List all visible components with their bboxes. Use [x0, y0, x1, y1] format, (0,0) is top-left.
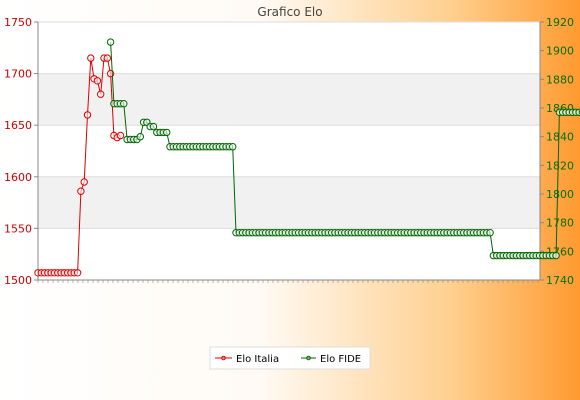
data-point — [136, 133, 145, 141]
right-tick-label: 1880 — [546, 73, 574, 86]
right-tick-label: 1840 — [546, 131, 574, 144]
left-tick-label: 1700 — [4, 68, 32, 81]
left-tick-label: 1750 — [4, 16, 32, 29]
data-point — [149, 122, 158, 131]
data-point — [229, 143, 237, 151]
data-point — [575, 108, 580, 116]
data-point — [77, 187, 85, 195]
right-tick-label: 1900 — [546, 45, 574, 58]
data-point — [97, 90, 105, 98]
data-point — [552, 251, 560, 260]
series-layer — [34, 38, 580, 277]
legend-italia-label: Elo Italia — [236, 354, 279, 365]
right-tick-label: 1920 — [546, 16, 574, 29]
data-point — [87, 54, 95, 62]
legend-box — [209, 346, 371, 370]
data-point — [73, 269, 82, 277]
right-tick-label: 1780 — [546, 217, 574, 230]
data-point — [83, 111, 92, 119]
data-point — [106, 38, 115, 46]
plot-background — [38, 22, 540, 280]
data-point — [93, 77, 102, 85]
left-tick-label: 1650 — [4, 119, 32, 132]
data-point — [486, 229, 494, 237]
plot-area — [38, 22, 540, 280]
legend-italia-marker — [221, 355, 226, 361]
axes — [37, 22, 541, 281]
data-point — [103, 54, 112, 62]
chart-title: Grafico Elo — [257, 5, 322, 19]
legend-fide-label: Elo FIDE — [320, 354, 361, 365]
legend-fide-marker — [306, 355, 311, 361]
left-tick-label: 1500 — [4, 274, 32, 287]
right-tick-label: 1740 — [546, 274, 574, 287]
data-point — [116, 131, 125, 140]
data-point — [163, 128, 171, 137]
series-elo-fide — [106, 38, 580, 260]
left-tick-label: 1550 — [4, 222, 32, 235]
right-tick-label: 1820 — [546, 159, 574, 172]
plot-band — [38, 176, 540, 229]
right-tick-label: 1800 — [546, 188, 574, 201]
series-elo-italia — [34, 54, 125, 277]
data-point — [120, 100, 128, 108]
data-point — [80, 178, 88, 186]
plot-band — [38, 73, 540, 126]
x-axis-ticks — [37, 280, 539, 283]
left-tick-label: 1600 — [4, 171, 32, 184]
left-axis-ticks: 1500 1550 1600 1650 1700 1750 — [4, 16, 38, 287]
legend: Elo Italia Elo FIDE — [209, 346, 371, 370]
